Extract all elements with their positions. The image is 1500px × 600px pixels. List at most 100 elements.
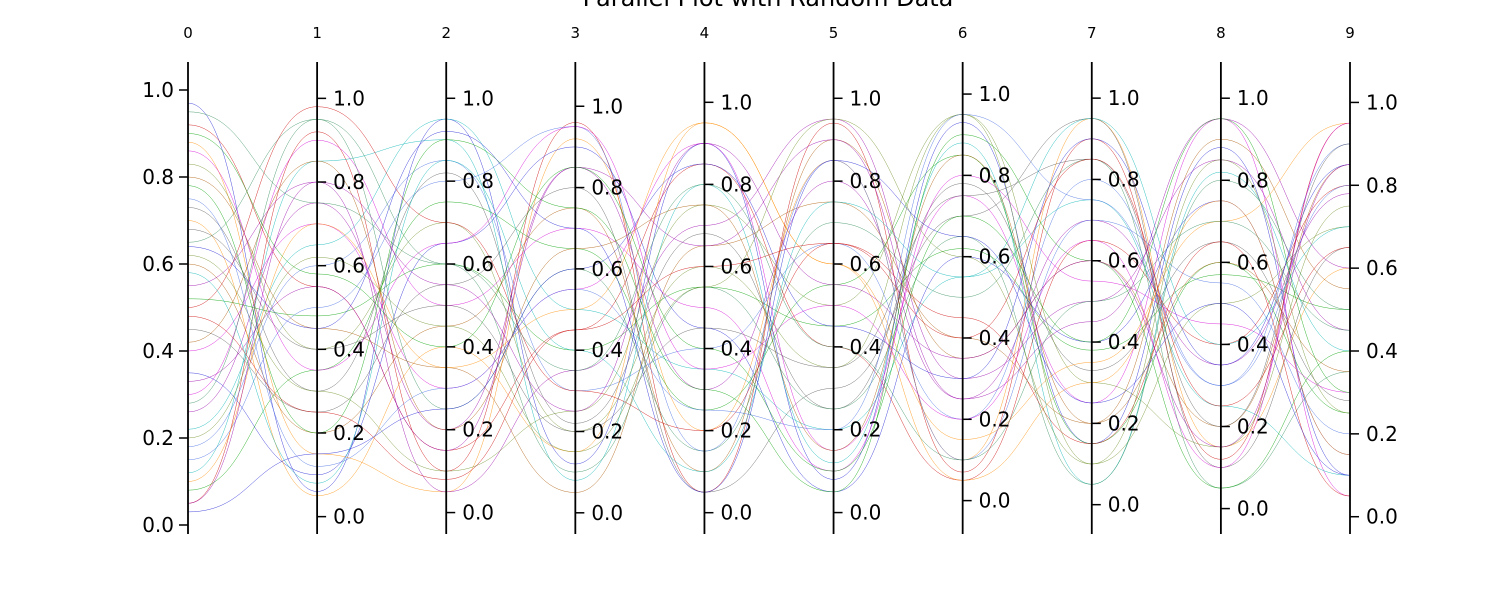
tick-label: 0.6 (979, 245, 1011, 269)
tick-label: 1.0 (1366, 90, 1398, 114)
tick-label: 0.8 (1237, 168, 1269, 192)
tick-label: 0.4 (850, 335, 882, 359)
tick-label: 0.6 (142, 252, 174, 276)
series-line (187, 139, 1351, 485)
series-line (187, 118, 1351, 484)
series-line (187, 118, 1351, 465)
tick-label: 0.2 (850, 418, 882, 442)
tick-label: 0.4 (720, 337, 752, 361)
series-line (187, 166, 1351, 430)
axis-name-label: 5 (829, 24, 839, 42)
series-line (187, 118, 1351, 493)
tick-label: 0.0 (142, 513, 174, 537)
series-line (187, 154, 1351, 491)
tick-label: 0.6 (850, 252, 882, 276)
axis-name-label: 9 (1345, 24, 1355, 42)
tick-label: 1.0 (720, 90, 752, 114)
tick-label: 0.4 (333, 337, 365, 361)
tick-label: 0.0 (720, 501, 752, 525)
tick-label: 0.2 (979, 407, 1011, 431)
series-line (187, 119, 1351, 489)
tick-label: 0.6 (1237, 250, 1269, 274)
series-line (187, 102, 1351, 492)
series-line (187, 119, 1351, 461)
tick-label: 0.2 (333, 421, 365, 445)
tick-label: 1.0 (850, 86, 882, 110)
tick-label: 1.0 (1237, 86, 1269, 110)
tick-label: 1.0 (1108, 86, 1140, 110)
series-line (187, 248, 1351, 351)
series-line (187, 146, 1351, 493)
series-line (187, 118, 1351, 493)
axis-7: 7 0.0 0.2 0.4 0.6 0.8 1.0 (1087, 24, 1140, 534)
tick-label: 1.0 (142, 78, 174, 102)
series-line (187, 122, 1351, 468)
tick-label: 0.2 (591, 419, 623, 443)
series-line (187, 154, 1351, 451)
axis-3: 3 0.0 0.2 0.4 0.6 0.8 1.0 (571, 24, 623, 534)
axes: 0 0.0 0.2 0.4 0.6 0.8 1.0 1 0.0 0.2 0.4 0.6 0.8 1.0 2 0… (142, 24, 1398, 537)
series-line (187, 138, 1351, 493)
tick-label: 0.4 (462, 335, 494, 359)
series-line (187, 118, 1351, 451)
tick-label: 0.6 (1366, 256, 1398, 280)
tick-label: 0.8 (591, 176, 623, 200)
tick-label: 0.0 (1366, 505, 1398, 529)
tick-label: 0.8 (142, 165, 174, 189)
series-line (187, 118, 1351, 472)
series-line (187, 139, 1351, 472)
tick-label: 0.8 (720, 172, 752, 196)
tick-label: 0.4 (142, 339, 174, 363)
tick-label: 0.0 (333, 505, 365, 529)
series-lines (187, 102, 1351, 513)
series-line (187, 122, 1351, 482)
series-line (187, 118, 1351, 493)
tick-label: 0.4 (1237, 332, 1269, 356)
tick-label: 0.4 (1366, 339, 1398, 363)
axis-9: 9 0.0 0.2 0.4 0.6 0.8 1.0 (1345, 24, 1398, 534)
tick-label: 0.8 (1108, 167, 1140, 191)
axis-name-label: 8 (1216, 24, 1226, 42)
series-line (187, 114, 1351, 472)
axis-1: 1 0.0 0.2 0.4 0.6 0.8 1.0 (312, 24, 365, 534)
series-line (187, 158, 1351, 480)
tick-label: 0.4 (1108, 330, 1140, 354)
axis-0: 0 0.0 0.2 0.4 0.6 0.8 1.0 (142, 24, 193, 537)
tick-label: 0.2 (462, 418, 494, 442)
axis-4: 4 0.0 0.2 0.4 0.6 0.8 1.0 (700, 24, 752, 534)
tick-label: 1.0 (333, 86, 365, 110)
axis-name-label: 6 (958, 24, 968, 42)
tick-label: 1.0 (979, 82, 1011, 106)
axis-2: 2 0.0 0.2 0.4 0.6 0.8 1.0 (441, 24, 494, 534)
tick-label: 0.2 (1237, 415, 1269, 439)
axis-5: 5 0.0 0.2 0.4 0.6 0.8 1.0 (829, 24, 882, 534)
tick-label: 0.0 (1108, 493, 1140, 517)
axis-name-label: 3 (571, 24, 581, 42)
tick-label: 0.6 (591, 257, 623, 281)
tick-label: 0.0 (462, 501, 494, 525)
tick-label: 0.0 (979, 489, 1011, 513)
series-line (187, 111, 1351, 485)
series-line (187, 134, 1351, 493)
axis-name-label: 0 (183, 24, 193, 42)
series-line (187, 131, 1351, 493)
series-line (187, 126, 1351, 461)
series-line (187, 118, 1351, 476)
tick-label: 0.6 (1108, 249, 1140, 273)
tick-label: 0.8 (1366, 173, 1398, 197)
tick-label: 0.8 (850, 169, 882, 193)
tick-label: 0.2 (142, 426, 174, 450)
tick-label: 0.4 (979, 326, 1011, 350)
axis-name-label: 7 (1087, 24, 1097, 42)
series-line (187, 143, 1351, 504)
chart-title: Parallel Plot with Random Data (583, 0, 954, 12)
series-line (187, 143, 1351, 447)
tick-label: 0.8 (979, 163, 1011, 187)
tick-label: 0.6 (720, 254, 752, 278)
tick-label: 0.8 (333, 170, 365, 194)
series-line (187, 114, 1351, 467)
tick-label: 1.0 (591, 94, 623, 118)
series-line (187, 118, 1351, 497)
tick-label: 1.0 (462, 86, 494, 110)
